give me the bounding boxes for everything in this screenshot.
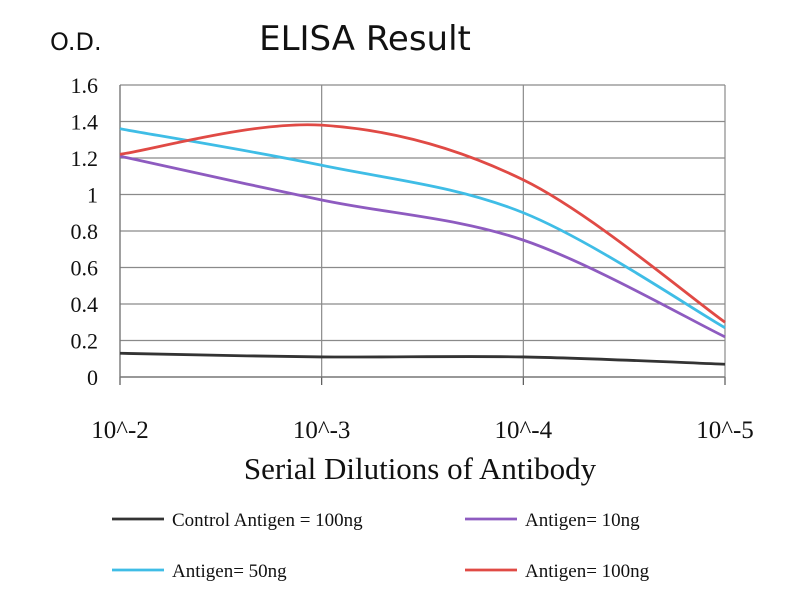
legend: Control Antigen = 100ng Antigen= 10ng Anti… bbox=[112, 510, 650, 582]
series-line-2 bbox=[119, 154, 726, 339]
legend-label: Antigen= 50ng bbox=[172, 561, 287, 582]
y-axis-label: O.D. bbox=[50, 28, 102, 56]
y-tick-label: 0 bbox=[87, 365, 98, 390]
y-tick-label: 0.6 bbox=[71, 256, 99, 281]
x-axis-label: Serial Dilutions of Antibody bbox=[244, 451, 597, 486]
y-tick-label: 1.4 bbox=[71, 110, 99, 135]
x-tick-labels: 10^-2 10^-3 10^-4 10^-5 bbox=[91, 417, 754, 444]
legend-label: Control Antigen = 100ng bbox=[172, 510, 363, 531]
legend-label: Antigen= 100ng bbox=[525, 561, 650, 582]
x-tick-label: 10^-3 bbox=[293, 417, 351, 444]
series-line-3 bbox=[119, 127, 726, 329]
y-tick-labels: 0 0.2 0.4 0.6 0.8 1 1.2 1.4 1.6 bbox=[71, 73, 99, 390]
plot-grid bbox=[120, 84, 726, 377]
y-tick-label: 1 bbox=[87, 183, 98, 208]
y-tick-label: 1.6 bbox=[71, 73, 99, 98]
y-tick-label: 0.8 bbox=[71, 219, 99, 244]
y-tick-label: 0.2 bbox=[71, 329, 99, 354]
legend-label: Antigen= 10ng bbox=[525, 510, 640, 531]
y-tick-label: 0.4 bbox=[71, 292, 99, 317]
x-tick-label: 10^-4 bbox=[495, 417, 553, 444]
series-lines bbox=[119, 123, 726, 366]
plot-axes bbox=[119, 85, 726, 385]
series-line-4 bbox=[119, 123, 726, 324]
y-tick-label: 1.2 bbox=[71, 146, 99, 171]
x-tick-label: 10^-2 bbox=[91, 417, 149, 444]
chart-title: ELISA Result bbox=[259, 19, 471, 59]
x-tick-label: 10^-5 bbox=[696, 417, 754, 444]
series-line-1 bbox=[119, 351, 726, 366]
